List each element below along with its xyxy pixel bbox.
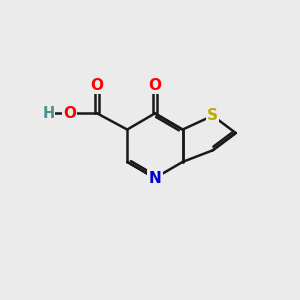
Text: O: O — [91, 78, 104, 93]
Text: O: O — [148, 78, 161, 93]
Text: S: S — [207, 108, 218, 123]
Text: O: O — [63, 106, 76, 121]
Text: H: H — [42, 106, 54, 121]
Text: N: N — [148, 171, 161, 186]
